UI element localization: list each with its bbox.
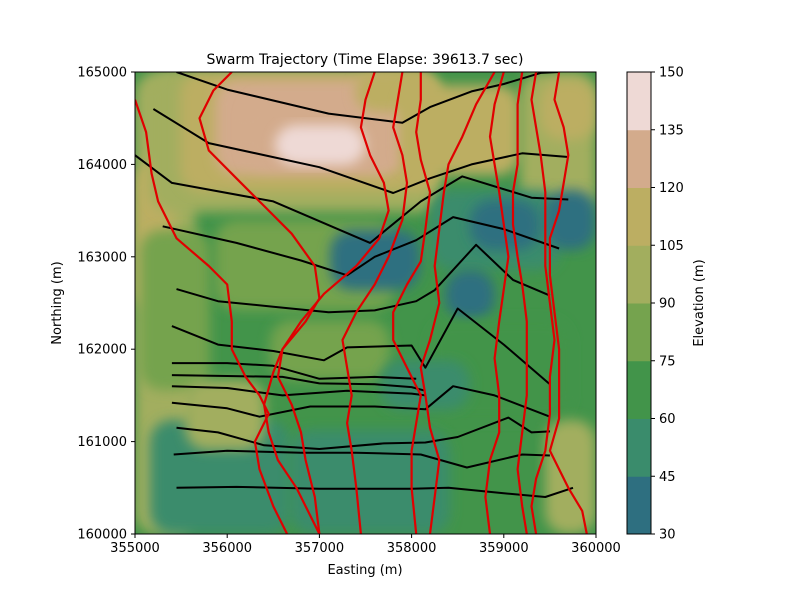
swarm-front-line [511, 72, 528, 534]
plot-area [135, 72, 596, 534]
terrain-patch [330, 230, 420, 290]
terrain-patch [545, 190, 596, 250]
y-tick-label: 163000 [77, 250, 127, 265]
swarm-trajectory-line [171, 307, 551, 386]
swarm-front-line [135, 99, 289, 534]
terrain-patch [545, 420, 596, 534]
y-axis-label: Northing (m) [50, 261, 65, 344]
swarm-trajectory-line [171, 374, 426, 392]
swarm-front-line [548, 72, 588, 534]
x-tick-label: 358000 [387, 541, 437, 556]
swarm-front-lines [135, 72, 588, 534]
plot-frame [134, 71, 597, 535]
colorbar-tick-label: 105 [659, 239, 684, 254]
swarm-front-line [392, 72, 432, 534]
x-tick-label: 357000 [295, 541, 345, 556]
terrain-patch [540, 80, 596, 140]
colorbar-band [627, 360, 651, 419]
colorbar-band [627, 72, 651, 131]
terrain-patch [470, 200, 540, 250]
colorbar-band [627, 476, 651, 535]
colorbar-tick-label: 120 [659, 181, 684, 196]
colorbar-ticks: 30 45 60 75 90 105 120 135 150 [651, 66, 684, 543]
x-tick-label: 356000 [202, 541, 252, 556]
x-tick-label: 355000 [110, 541, 160, 556]
swarm-front-line [276, 72, 390, 534]
colorbar-tick-label: 135 [659, 123, 684, 138]
swarm-front-line [341, 72, 409, 534]
swarm-front-line [419, 72, 496, 534]
x-tick-label: 359000 [479, 541, 529, 556]
colorbar-tick-label: 75 [659, 354, 676, 369]
y-axis: 160000 161000 162000 163000 164000 165000 [77, 66, 135, 543]
swarm-trajectory-line [171, 362, 417, 380]
elevation-contour-fill [135, 72, 596, 534]
swarm-trajectory-line [176, 72, 560, 124]
terrain-patch [290, 430, 450, 534]
swarm-trajectory-line [171, 385, 426, 397]
chart-title: Swarm Trajectory (Time Elapse: 39613.7 s… [207, 52, 524, 68]
colorbar-band [627, 245, 651, 304]
x-axis: 355000 356000 357000 358000 359000 360000 [110, 534, 621, 556]
swarm-front-line [484, 72, 510, 534]
y-tick-label: 162000 [77, 343, 127, 358]
swarm-trajectory-lines [135, 72, 574, 498]
swarm-front-line [198, 72, 321, 534]
colorbar-band [627, 187, 651, 246]
x-axis-label: Easting (m) [327, 563, 402, 578]
colorbar-band [627, 418, 651, 477]
colorbar [627, 72, 651, 535]
swarm-trajectory-line [152, 108, 569, 194]
swarm-front-line [530, 72, 556, 534]
terrain-patch [270, 320, 390, 380]
y-tick-label: 160000 [77, 528, 127, 543]
colorbar-band [627, 303, 651, 362]
x-tick-label: 360000 [571, 541, 621, 556]
colorbar-tick-label: 45 [659, 470, 676, 485]
colorbar-tick-label: 90 [659, 297, 676, 312]
swarm-trajectory-line [171, 385, 551, 418]
swarm-trajectory-line [176, 485, 574, 498]
swarm-trajectory-line [176, 416, 550, 450]
terrain-patch [140, 230, 210, 390]
terrain-patch [380, 360, 470, 410]
terrain-patch [400, 85, 520, 175]
colorbar-tick-label: 60 [659, 412, 676, 427]
swarm-trajectory-line [173, 449, 550, 469]
colorbar-band [627, 129, 651, 188]
swarm-trajectory-line [162, 216, 560, 277]
y-tick-label: 164000 [77, 158, 127, 173]
colorbar-tick-label: 30 [659, 528, 676, 543]
swarm-trajectory-line [135, 154, 569, 244]
terrain-patch [185, 380, 265, 450]
terrain-patch [275, 125, 365, 165]
colorbar-label: Elevation (m) [692, 259, 707, 346]
y-tick-label: 165000 [77, 66, 127, 81]
y-tick-label: 161000 [77, 435, 127, 450]
terrain-patch [445, 270, 495, 320]
colorbar-tick-label: 150 [659, 66, 684, 81]
